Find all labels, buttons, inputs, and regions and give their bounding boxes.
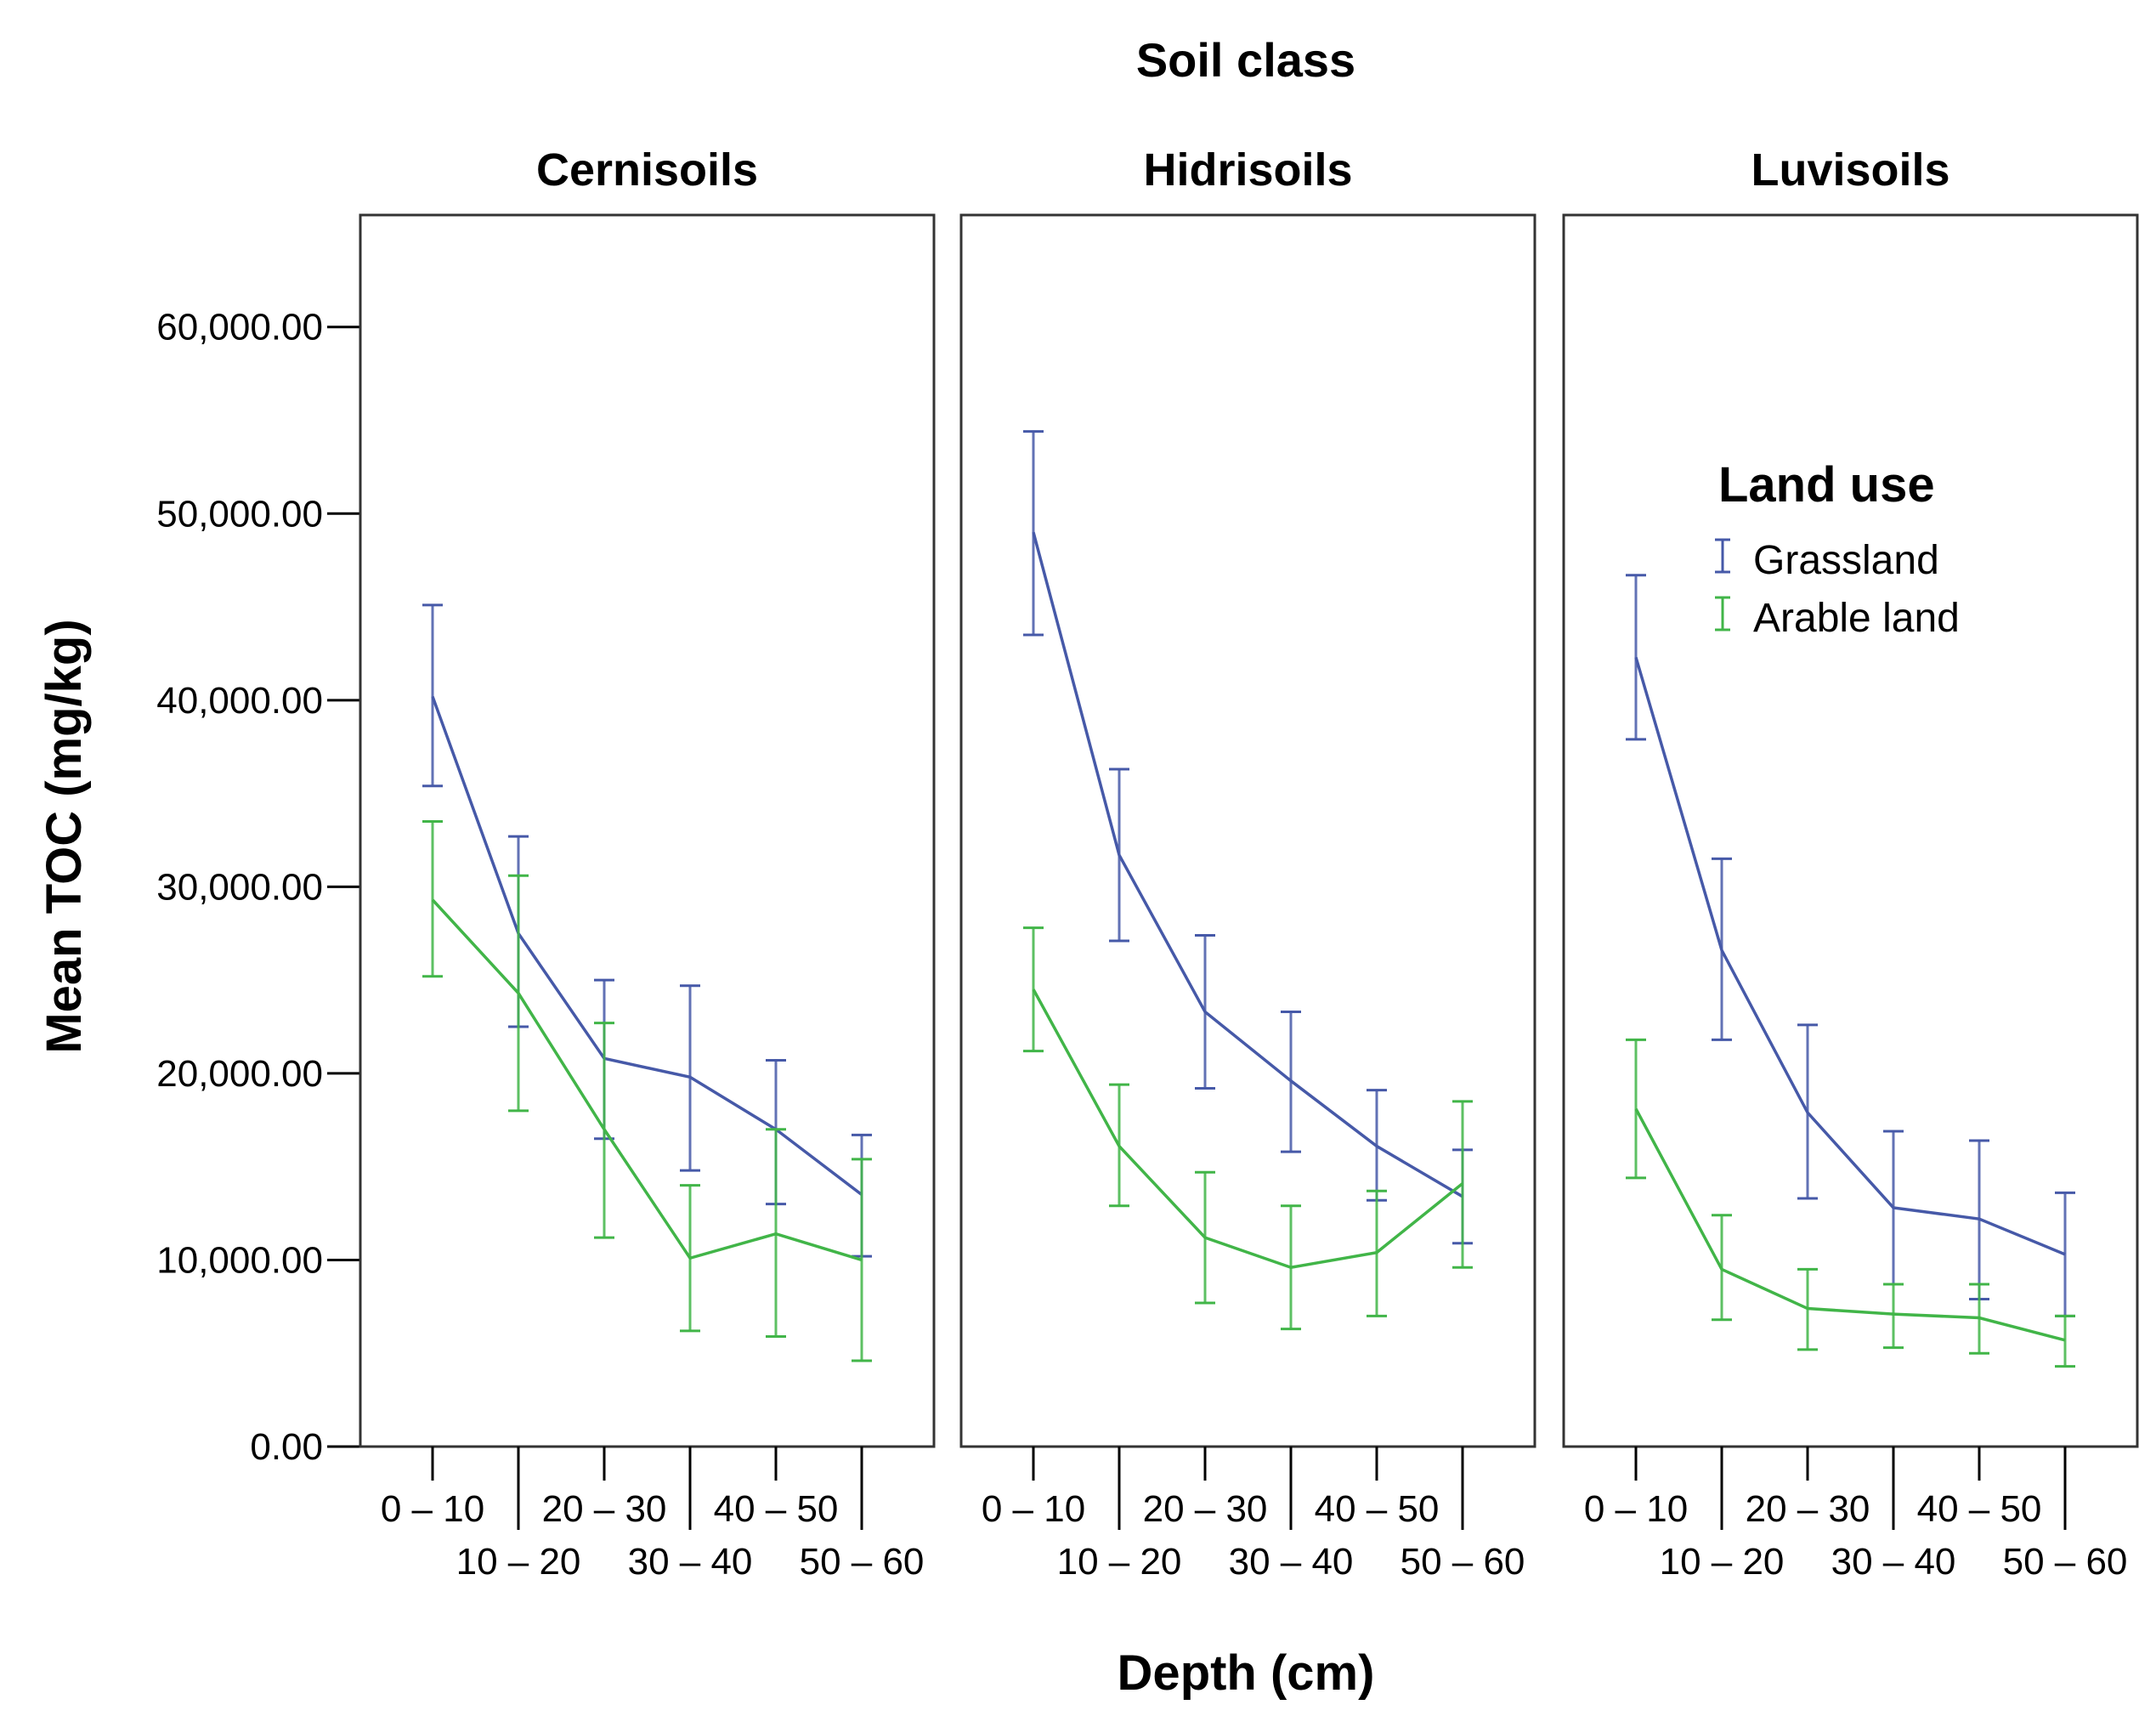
x-tick-label: 20 – 30 — [1143, 1488, 1268, 1530]
series-line — [431, 695, 863, 1197]
panel-frame — [959, 213, 1536, 1448]
series-line — [1032, 988, 1464, 1270]
x-tick-label: 40 – 50 — [714, 1488, 839, 1530]
y-axis: 0.00 10,000.00 20,000.00 30,000.00 40,000.00… — [156, 307, 360, 1468]
series-arable-land — [1626, 1038, 2075, 1368]
x-tick-label: 30 – 40 — [628, 1541, 753, 1583]
series-line — [1032, 531, 1463, 1198]
legend-title: Land use — [1718, 457, 1935, 513]
series-line — [1634, 656, 2066, 1256]
panel-hidrisoils: Hidrisoils 0 – 10 10 – 20 20 – 30 30 – 40 40 … — [959, 144, 1536, 1583]
series-grassland — [1626, 574, 2075, 1317]
panel-cernisoils: Cernisoils 0 – 10 10 – 20 20 – 30 30 – 40 40 … — [359, 144, 936, 1583]
x-tick-label: 0 – 10 — [982, 1488, 1085, 1530]
y-tick-label: 30,000.00 — [156, 866, 323, 908]
y-tick-label: 40,000.00 — [156, 680, 323, 722]
error-bar — [2055, 1314, 2075, 1368]
legend: Land use Grassland Arable land — [1715, 457, 1960, 641]
legend-entry-grassland: Grassland — [1715, 538, 1939, 583]
series-line — [431, 898, 863, 1262]
error-bar — [422, 820, 443, 978]
x-tick-label: 40 – 50 — [1917, 1488, 2042, 1530]
series-arable-land — [1023, 926, 1473, 1331]
x-tick-label: 0 – 10 — [381, 1488, 484, 1530]
panel-title: Hidrisoils — [1143, 144, 1352, 195]
panel-title: Luvisoils — [1751, 144, 1949, 195]
x-tick-label: 50 – 60 — [1401, 1541, 1525, 1583]
chart-title: Soil class — [1136, 33, 1355, 87]
x-tick-label: 20 – 30 — [1746, 1488, 1870, 1530]
x-tick-label: 30 – 40 — [1831, 1541, 1956, 1583]
x-tick-label: 10 – 20 — [1057, 1541, 1182, 1583]
panel-title: Cernisoils — [536, 144, 758, 195]
x-tick-label: 10 – 20 — [456, 1541, 581, 1583]
y-tick-label: 60,000.00 — [156, 307, 323, 348]
panel-frame — [1562, 213, 2139, 1448]
legend-label: Arable land — [1753, 596, 1960, 641]
x-tick-label: 20 – 30 — [542, 1488, 667, 1530]
y-axis-label: Mean TOC (mg/kg) — [37, 619, 92, 1053]
x-tick-label: 10 – 20 — [1660, 1541, 1785, 1583]
x-tick-label: 0 – 10 — [1584, 1488, 1688, 1530]
x-tick-label: 30 – 40 — [1229, 1541, 1354, 1583]
series-grassland — [1023, 430, 1473, 1245]
y-tick-label: 0.00 — [250, 1426, 323, 1468]
legend-label: Grassland — [1753, 538, 1939, 583]
error-bar — [422, 603, 443, 788]
y-tick-label: 50,000.00 — [156, 493, 323, 535]
series-grassland — [422, 603, 872, 1258]
panels: Cernisoils 0 – 10 10 – 20 20 – 30 30 – 40 40 … — [359, 144, 2139, 1583]
x-axis-label: Depth (cm) — [1118, 1645, 1375, 1701]
series-arable-land — [422, 820, 872, 1362]
y-tick-label: 20,000.00 — [156, 1053, 323, 1095]
panel-luvisoils: Luvisoils 0 – 10 10 – 20 20 – 30 30 – 40 40 –… — [1562, 144, 2139, 1583]
x-tick-label: 50 – 60 — [800, 1541, 925, 1583]
panel-frame — [359, 213, 936, 1448]
x-tick-label: 40 – 50 — [1315, 1488, 1440, 1530]
y-tick-label: 10,000.00 — [156, 1239, 323, 1281]
error-bar — [1883, 1283, 1904, 1350]
legend-entry-arable-land: Arable land — [1715, 596, 1960, 641]
series-line — [1634, 1107, 2066, 1342]
x-tick-label: 50 – 60 — [2003, 1541, 2128, 1583]
